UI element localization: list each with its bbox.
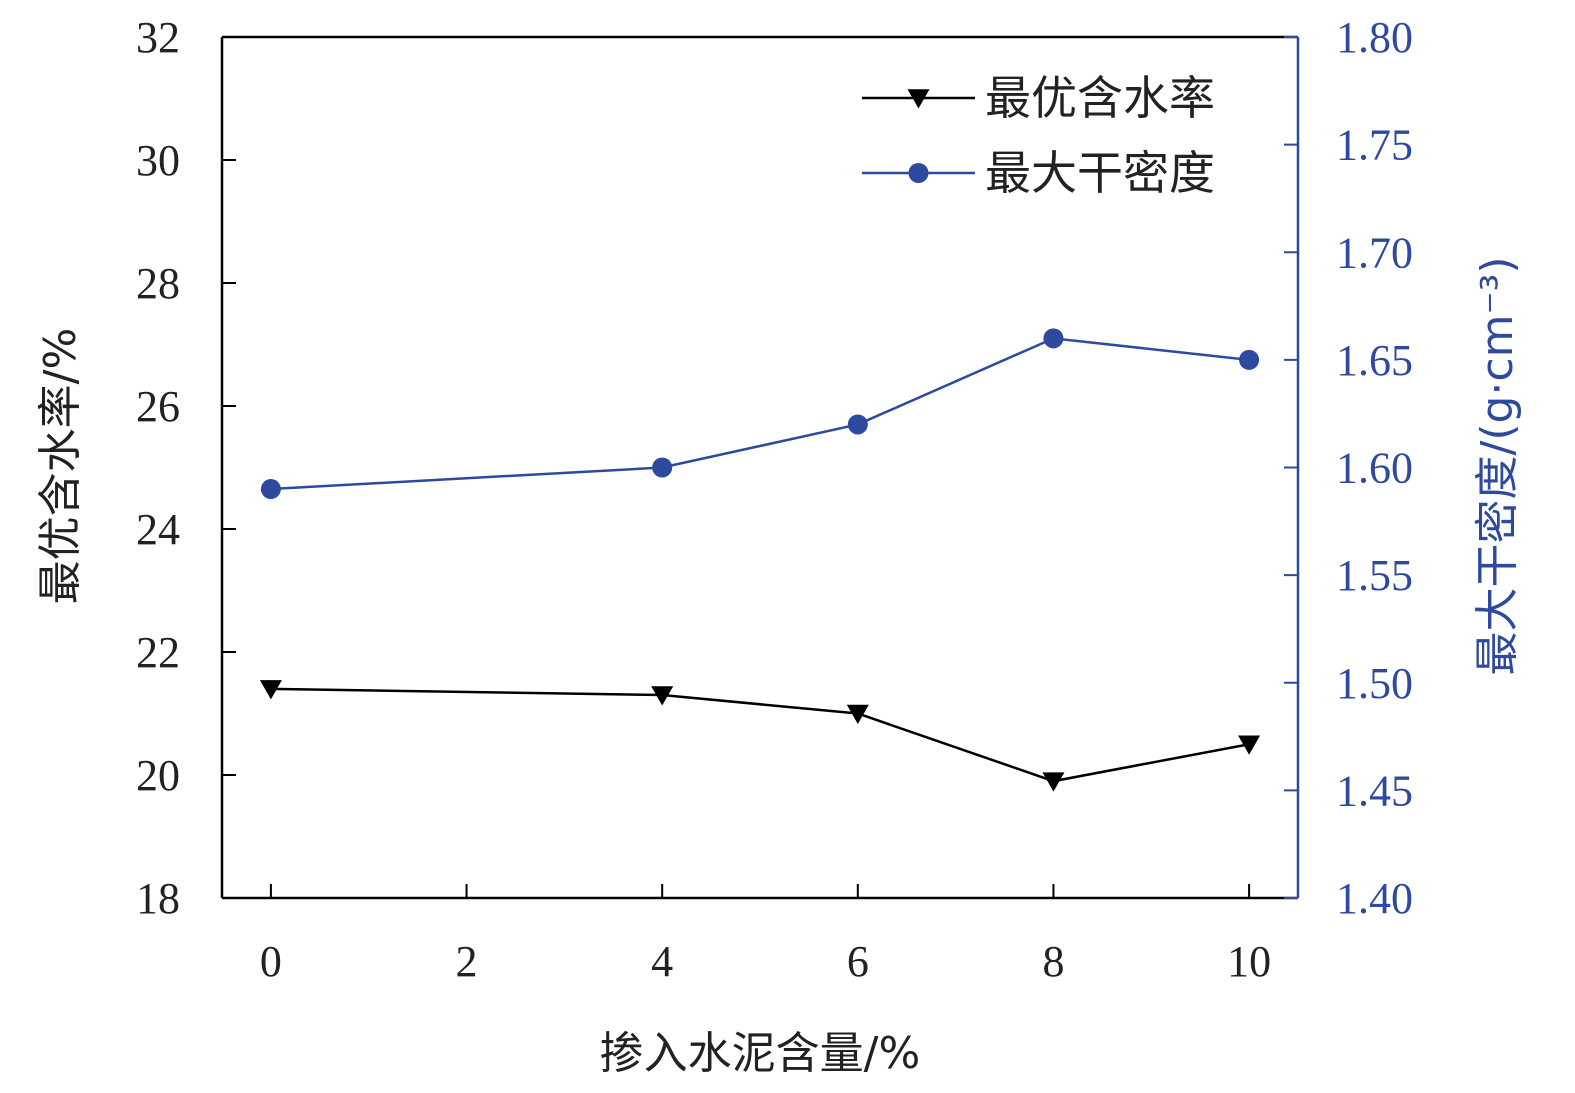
legend-label: 最优含水率 — [985, 71, 1215, 125]
y-right-tick-label: 1.50 — [1336, 659, 1413, 708]
data-point-moisture — [651, 686, 674, 706]
x-tick-label: 10 — [1227, 937, 1271, 986]
legend-marker-circle — [908, 163, 929, 183]
y-right-tick-label: 1.80 — [1336, 13, 1413, 62]
y-left-tick-label: 18 — [136, 874, 180, 923]
series-line-density — [270, 337, 1250, 491]
y-right-tick-label: 1.70 — [1336, 228, 1413, 277]
y-left-tick-label: 28 — [136, 259, 180, 308]
data-point-density — [847, 414, 868, 435]
y-left-tick-label: 24 — [136, 505, 180, 554]
y-right-tick-label: 1.55 — [1336, 551, 1413, 600]
y-left-tick-label: 30 — [136, 136, 180, 185]
x-tick-label: 6 — [847, 937, 869, 986]
data-point-density — [1043, 328, 1064, 349]
y-right-tick-label: 1.75 — [1336, 121, 1413, 170]
axes: 0 2 4 6 8 1018202224262830321.401.451.501.551… — [136, 13, 1413, 986]
y-right-tick-label: 1.65 — [1336, 336, 1413, 385]
data-point-density — [260, 479, 281, 500]
y-left-tick-label: 22 — [136, 628, 180, 677]
y-right-tick-label: 1.40 — [1336, 874, 1413, 923]
x-tick-label: 4 — [651, 937, 673, 986]
data-point-density — [652, 457, 673, 478]
x-tick-label: 0 — [260, 937, 282, 986]
data-point-moisture — [846, 704, 869, 724]
y-left-tick-label: 32 — [136, 13, 180, 62]
x-tick-label: 2 — [456, 937, 478, 986]
x-tick-label: 8 — [1042, 937, 1064, 986]
y-right-tick-label: 1.60 — [1336, 444, 1413, 493]
y-right-axis-title: 最大干密度/(g·cm⁻³) — [1472, 257, 1523, 676]
data-point-moisture — [259, 680, 282, 700]
y-right-tick-label: 1.45 — [1336, 766, 1413, 815]
data-point-moisture — [1042, 772, 1065, 792]
legend-label: 最大干密度 — [985, 146, 1215, 200]
y-left-tick-label: 26 — [136, 382, 180, 431]
series-line-moisture — [270, 687, 1250, 783]
data-point-moisture — [1238, 735, 1261, 755]
x-axis-title: 掺入水泥含量/% — [600, 1028, 921, 1079]
data-point-density — [1239, 349, 1260, 370]
legend-marker-triangle — [907, 89, 930, 109]
series-layer — [259, 328, 1261, 792]
y-left-tick-label: 20 — [136, 751, 180, 800]
y-left-axis-title: 最优含水率/% — [35, 328, 86, 605]
